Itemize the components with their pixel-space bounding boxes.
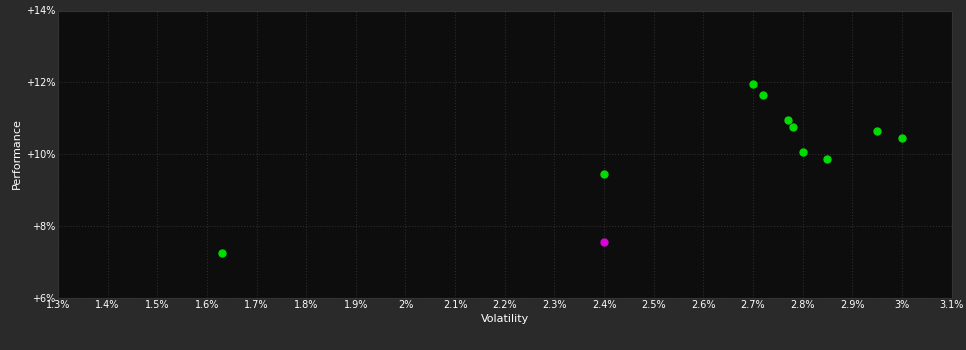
Point <box>785 124 801 130</box>
Point <box>820 156 836 162</box>
Point <box>596 171 611 176</box>
Point <box>745 81 760 87</box>
Point <box>795 149 810 155</box>
Point <box>214 250 230 255</box>
Point <box>780 117 795 123</box>
X-axis label: Volatility: Volatility <box>481 314 528 324</box>
Point <box>596 239 611 245</box>
Point <box>895 135 910 141</box>
Point <box>869 128 885 133</box>
Point <box>755 92 771 98</box>
Y-axis label: Performance: Performance <box>12 119 21 189</box>
